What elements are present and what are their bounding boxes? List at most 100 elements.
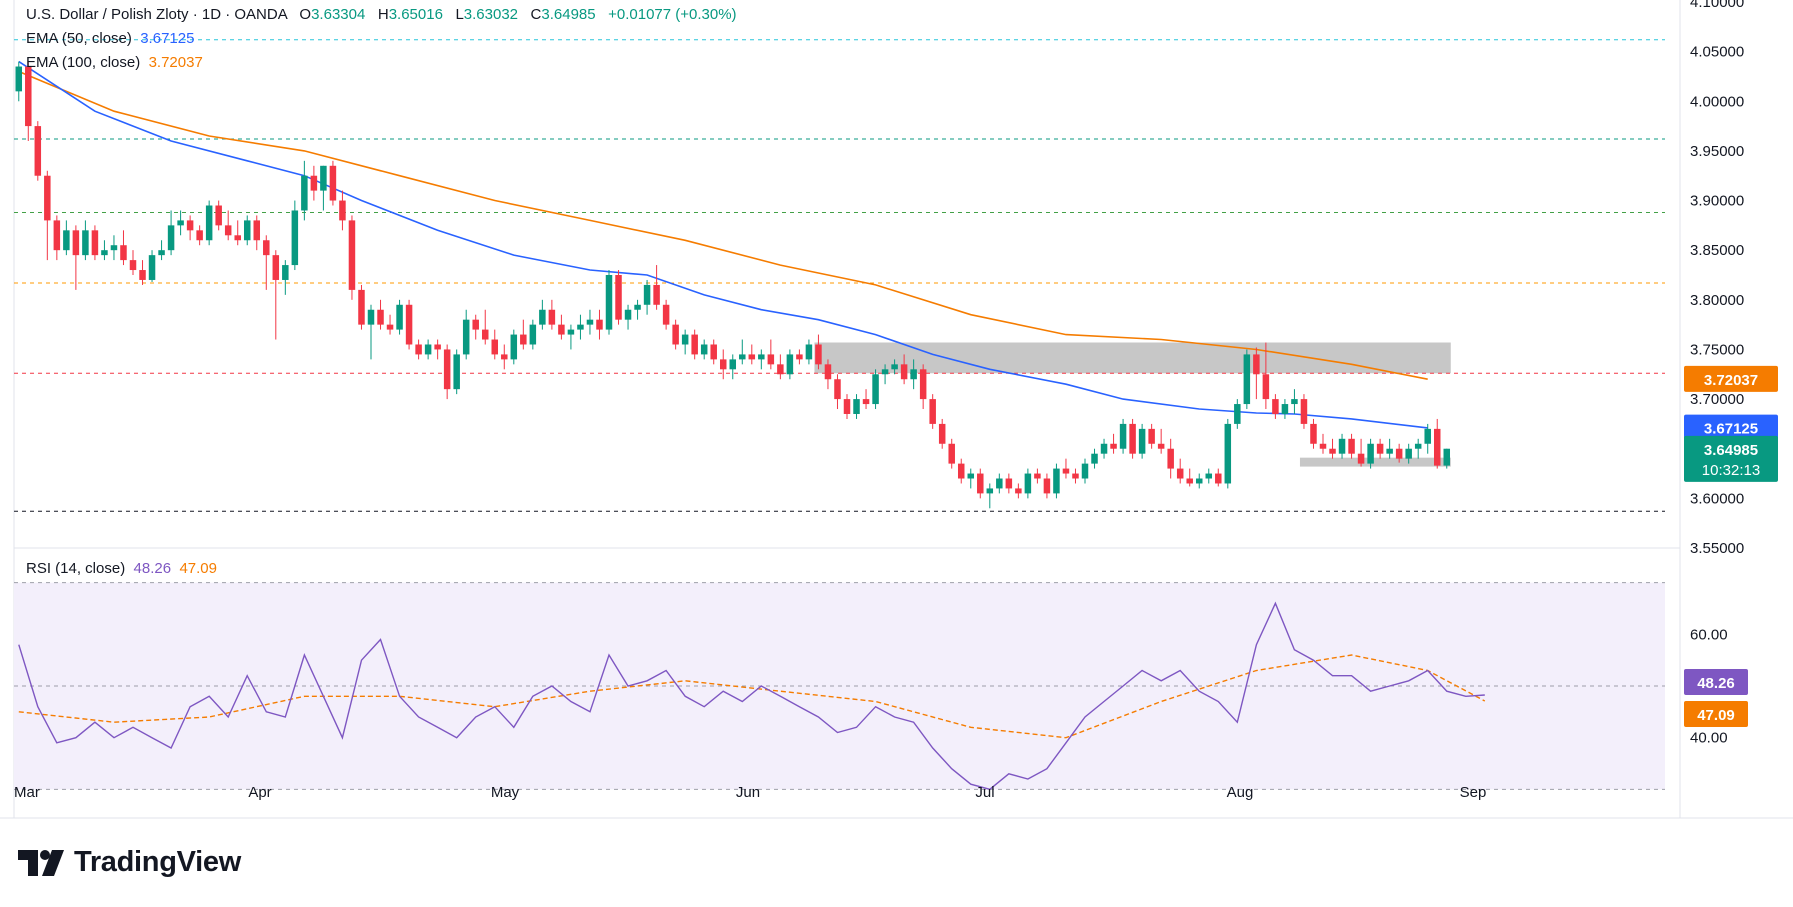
tradingview-logo[interactable]: TradingView xyxy=(18,846,241,879)
candle xyxy=(1053,463,1060,499)
ema50-legend[interactable]: EMA (50, close) 3.67125 xyxy=(26,30,194,47)
rsi-label: RSI (14, close) xyxy=(26,560,126,577)
time-tick-label: Aug xyxy=(1227,784,1254,801)
candle-body xyxy=(358,289,365,325)
candle-body xyxy=(443,349,451,390)
price-tick-label: 3.95000 xyxy=(1690,143,1744,160)
candle-body xyxy=(224,225,232,236)
price-label-text-0: 3.72037 xyxy=(1704,372,1758,389)
candle-body xyxy=(938,423,946,444)
rsi-legend[interactable]: RSI (14, close) 48.26 47.09 xyxy=(26,560,217,577)
candle xyxy=(377,299,384,330)
candle xyxy=(1424,423,1431,454)
candle xyxy=(167,210,175,256)
candle-body xyxy=(996,478,1003,489)
candle xyxy=(1253,347,1260,400)
candle xyxy=(82,220,89,261)
candle-body xyxy=(1148,428,1155,444)
candle xyxy=(1310,418,1317,449)
ema100-legend[interactable]: EMA (100, close) 3.72037 xyxy=(26,54,203,71)
candle-body xyxy=(329,165,337,201)
rsi-tick-label: 40.00 xyxy=(1690,730,1728,747)
candle-body xyxy=(1100,443,1108,454)
ohlc-legend: U.S. Dollar / Polish Zloty · 1D · OANDA … xyxy=(26,6,737,23)
candle-body xyxy=(1319,443,1327,449)
candle-body xyxy=(91,230,99,256)
candle xyxy=(815,334,822,370)
candle-body xyxy=(1024,473,1032,494)
candle-body xyxy=(577,324,584,330)
tradingview-icon xyxy=(18,849,64,876)
candle-body xyxy=(957,463,965,479)
candle-body xyxy=(1243,354,1251,405)
candle xyxy=(1129,418,1136,459)
candle-body xyxy=(548,309,556,325)
candle xyxy=(605,270,613,335)
candles-layer[interactable] xyxy=(15,61,1451,509)
candle-body xyxy=(767,354,775,365)
candle xyxy=(139,260,146,285)
candle-body xyxy=(196,230,203,241)
candle-body xyxy=(282,265,289,280)
ema50-value: 3.67125 xyxy=(140,30,195,47)
price-tick-label: 3.75000 xyxy=(1690,341,1744,358)
candle xyxy=(1234,399,1241,429)
candle-body xyxy=(1129,423,1136,454)
candle xyxy=(129,250,137,275)
candle xyxy=(967,468,975,489)
price-tick-label: 4.05000 xyxy=(1690,44,1744,61)
candle-body xyxy=(263,240,270,256)
candle-body xyxy=(691,334,698,355)
candle xyxy=(44,170,51,261)
price-tick-label: 3.70000 xyxy=(1690,391,1744,408)
candle xyxy=(453,349,460,395)
candle xyxy=(1148,423,1155,449)
candle xyxy=(653,265,660,310)
candle xyxy=(1243,349,1251,410)
candle-body xyxy=(1157,443,1165,449)
candle-body xyxy=(739,354,746,360)
candle xyxy=(1034,468,1041,484)
candle xyxy=(558,314,565,340)
candle-body xyxy=(348,220,356,290)
candle-body xyxy=(719,359,727,370)
rsi-value-tag-box xyxy=(1684,668,1748,695)
candle-body xyxy=(1176,468,1184,479)
candle-body xyxy=(881,369,889,375)
open-value: 3.63304 xyxy=(311,6,366,23)
candle xyxy=(1376,438,1384,459)
candle-body xyxy=(424,344,432,355)
ema50-line xyxy=(18,60,1428,429)
candle-body xyxy=(491,339,499,355)
price-label-text-1: 3.67125 xyxy=(1704,421,1758,438)
candle-body xyxy=(377,309,384,325)
candle-body xyxy=(539,309,546,325)
candle-body xyxy=(44,175,51,221)
candle xyxy=(282,260,289,295)
candle xyxy=(634,299,641,320)
candle-body xyxy=(501,354,508,360)
candle xyxy=(900,354,908,385)
candle-body xyxy=(253,220,261,241)
candle xyxy=(586,309,594,335)
price-tick-label: 3.60000 xyxy=(1690,490,1744,507)
candle-body xyxy=(481,329,489,340)
candle-body xyxy=(243,220,251,241)
symbol-title[interactable]: U.S. Dollar / Polish Zloty · 1D · OANDA xyxy=(26,6,287,23)
candle xyxy=(367,304,375,360)
candle-body xyxy=(900,364,908,380)
candle xyxy=(1024,468,1032,499)
ema-layer xyxy=(18,60,1428,429)
candle xyxy=(662,299,670,330)
candle xyxy=(263,235,270,290)
candle-body xyxy=(1110,443,1117,449)
candle xyxy=(824,359,832,390)
candle xyxy=(110,235,118,261)
candle-body xyxy=(320,165,327,191)
candle xyxy=(891,359,898,375)
candle xyxy=(700,339,708,360)
candle xyxy=(1281,399,1289,419)
candle-body xyxy=(919,369,927,400)
candle xyxy=(434,339,441,360)
candle xyxy=(1138,423,1146,459)
